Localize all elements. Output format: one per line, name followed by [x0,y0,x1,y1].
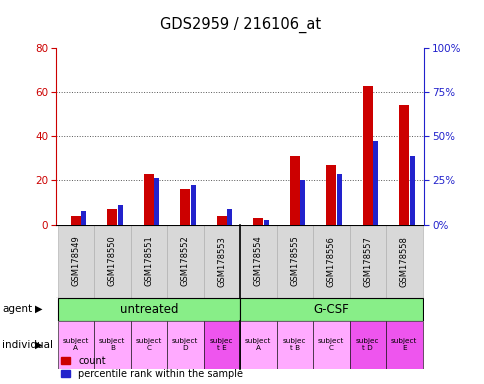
Text: G-CSF: G-CSF [313,303,348,316]
Bar [409,156,414,225]
Text: untreated: untreated [120,303,178,316]
Text: subject
E: subject E [390,338,417,351]
Text: GSM178554: GSM178554 [253,236,262,286]
Bar [216,216,227,225]
Bar [398,106,408,225]
Text: subject
C: subject C [136,338,162,351]
Bar [203,225,240,298]
Bar [326,165,336,225]
Bar [349,225,385,298]
Bar [263,220,268,225]
Text: individual: individual [2,339,53,350]
Bar [81,212,86,225]
Text: GSM178557: GSM178557 [363,236,372,286]
Text: GSM178555: GSM178555 [290,236,299,286]
Bar [94,225,130,298]
Bar [154,178,159,225]
Bar [253,218,263,225]
Bar [312,225,349,298]
Text: agent: agent [2,304,32,314]
Bar [240,321,276,369]
Bar [143,174,153,225]
Bar [312,321,349,369]
Bar [336,174,341,225]
Text: subject
A: subject A [244,338,271,351]
Bar [300,180,304,225]
Bar [385,225,422,298]
Bar [240,225,276,298]
Bar [385,321,422,369]
Text: ▶: ▶ [35,304,42,314]
Text: subjec
t E: subjec t E [210,338,233,351]
Text: GSM178550: GSM178550 [107,236,117,286]
Bar [58,225,94,298]
Text: subjec
t B: subjec t B [283,338,306,351]
Text: subject
C: subject C [318,338,344,351]
Bar [203,321,240,369]
Text: GSM178551: GSM178551 [144,236,153,286]
Bar [94,321,130,369]
Text: GDS2959 / 216106_at: GDS2959 / 216106_at [159,17,320,33]
Bar [240,298,422,321]
Bar [180,189,190,225]
Text: subject
A: subject A [62,338,89,351]
Bar [58,298,240,321]
Bar [190,185,195,225]
Text: GSM178553: GSM178553 [217,236,226,286]
Bar [167,321,203,369]
Bar [130,225,167,298]
Text: ▶: ▶ [35,339,42,350]
Bar [227,209,231,225]
Text: subject
D: subject D [172,338,198,351]
Text: GSM178552: GSM178552 [181,236,189,286]
Bar [58,321,94,369]
Text: subjec
t D: subjec t D [355,338,379,351]
Text: GSM178558: GSM178558 [399,236,408,286]
Bar [118,205,122,225]
Bar [349,321,385,369]
Bar [107,209,117,225]
Bar [362,86,372,225]
Bar [276,321,312,369]
Bar [373,141,377,225]
Text: subject
B: subject B [99,338,125,351]
Bar [130,321,167,369]
Bar [71,216,81,225]
Text: GSM178556: GSM178556 [326,236,335,286]
Text: GSM178549: GSM178549 [71,236,80,286]
Bar [276,225,312,298]
Legend: count, percentile rank within the sample: count, percentile rank within the sample [60,356,242,379]
Bar [167,225,203,298]
Bar [289,156,299,225]
